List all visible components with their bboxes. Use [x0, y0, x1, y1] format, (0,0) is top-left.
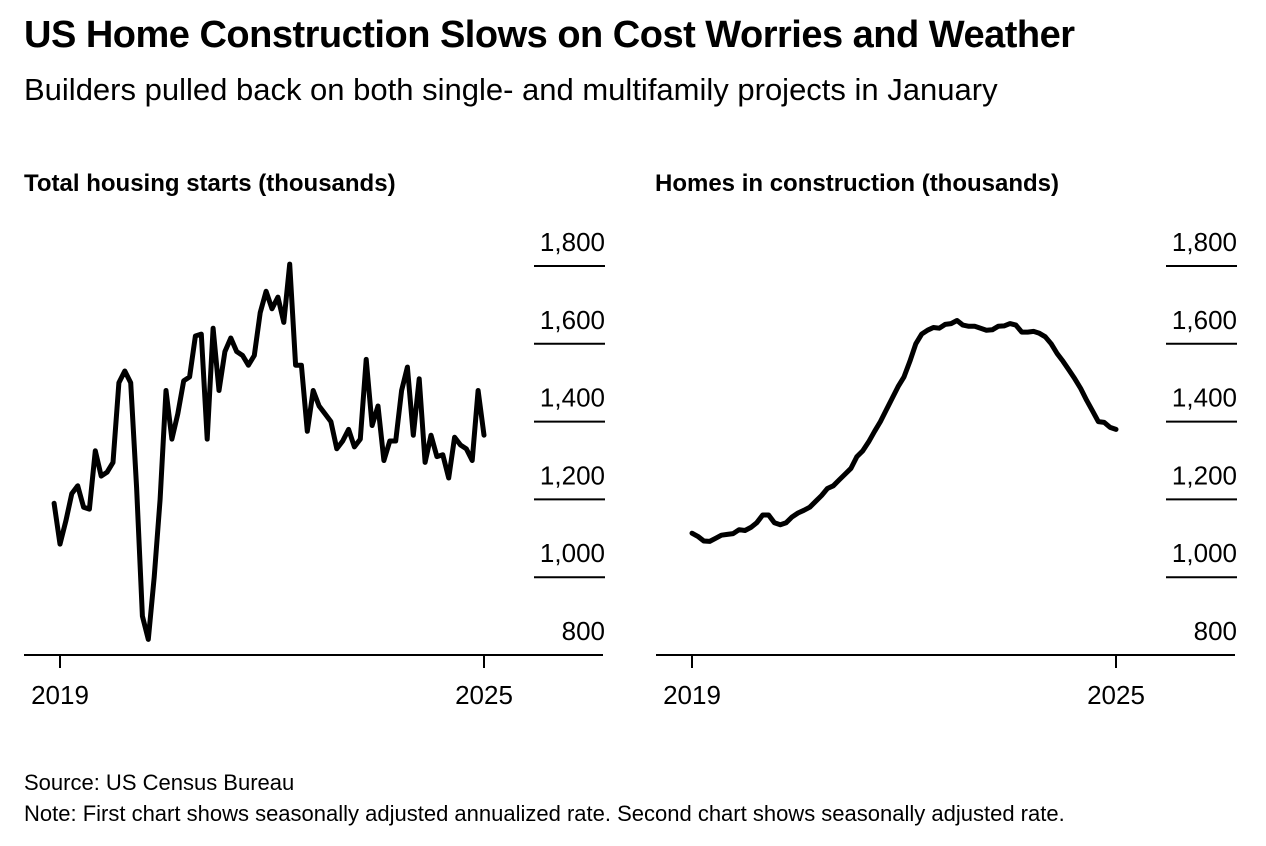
y-tick-label: 1,400	[540, 383, 605, 413]
footnote: Note: First chart shows seasonally adjus…	[24, 801, 1065, 826]
series-line	[51, 261, 487, 642]
x-tick-label: 2025	[1087, 680, 1145, 710]
homes-in-construction-chart: 800 1,000 1,200 1,400 1,600 1,800 2019 2025	[656, 227, 1237, 710]
housing-starts-panel-title: Total housing starts (thousands)	[24, 170, 396, 197]
y-tick-label: 800	[1194, 616, 1237, 646]
series-line	[689, 318, 1119, 544]
chart-title: US Home Construction Slows on Cost Worri…	[24, 14, 1075, 56]
y-tick-label: 1,800	[540, 227, 605, 257]
source-note: Source: US Census Bureau	[24, 770, 295, 795]
y-tick-label: 800	[562, 616, 605, 646]
y-tick-label: 1,000	[540, 538, 605, 568]
y-tick-label: 1,600	[1172, 305, 1237, 335]
y-tick-label: 1,200	[1172, 460, 1237, 490]
x-tick-label: 2025	[455, 680, 513, 710]
x-tick-label: 2019	[31, 680, 89, 710]
x-tick-label: 2019	[663, 680, 721, 710]
chart-subtitle: Builders pulled back on both single- and…	[24, 72, 998, 107]
y-tick-label: 1,800	[1172, 227, 1237, 257]
homes-in-construction-panel-title: Homes in construction (thousands)	[655, 170, 1060, 197]
y-tick-label: 1,600	[540, 305, 605, 335]
y-tick-label: 1,400	[1172, 383, 1237, 413]
housing-starts-chart: 800 1,000 1,200 1,400 1,600 1,800 2019 2025	[24, 227, 605, 710]
y-tick-label: 1,200	[540, 460, 605, 490]
y-tick-label: 1,000	[1172, 538, 1237, 568]
